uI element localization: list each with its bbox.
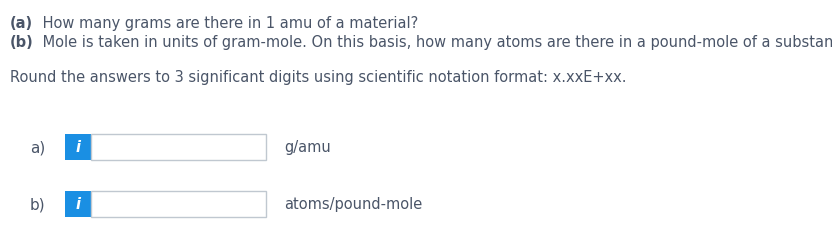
Text: g/amu: g/amu [284,140,331,155]
Text: How many grams are there in 1 amu of a material?: How many grams are there in 1 amu of a m… [38,16,418,31]
Text: (b): (b) [10,35,34,50]
Text: a): a) [30,140,45,155]
Text: Round the answers to 3 significant digits using scientific notation format: x.xx: Round the answers to 3 significant digit… [10,70,626,85]
Text: i: i [76,140,81,155]
Text: atoms/pound-mole: atoms/pound-mole [284,197,423,212]
Bar [65,191,91,217]
Text: (a): (a) [10,16,33,31]
Text: b): b) [30,197,46,212]
Bar [65,134,91,160]
Text: Mole is taken in units of gram-mole. On this basis, how many atoms are there in : Mole is taken in units of gram-mole. On … [38,35,832,50]
Text: i: i [76,197,81,212]
Bar [91,134,266,160]
Bar [91,191,266,217]
